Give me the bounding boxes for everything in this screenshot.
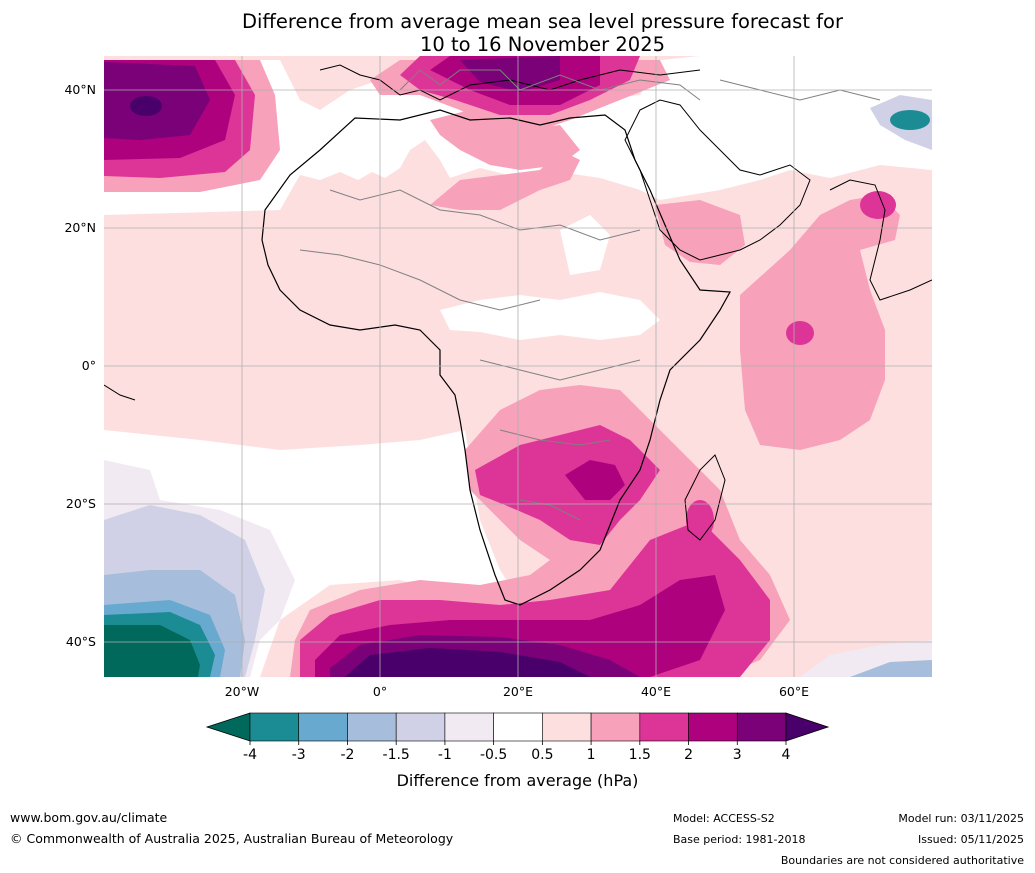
colorbar-box <box>639 712 689 742</box>
lon-label-20e: 20°E <box>503 684 533 699</box>
neutral-zone-central-africa <box>440 292 660 340</box>
anomaly-indian-ocean-core <box>786 321 814 345</box>
colorbar-tick-label: 3 <box>733 747 742 763</box>
lat-label-40s: 40°S <box>66 634 96 649</box>
colorbar-box <box>249 712 300 742</box>
europe-coastline <box>319 64 701 101</box>
lon-label-20w: 20°W <box>225 684 260 699</box>
colorbar-label: Difference from average (hPa) <box>396 771 639 790</box>
colorbar-box <box>493 712 543 742</box>
lon-label-60e: 60°E <box>779 684 809 699</box>
colorbar-tick-label: 1.5 <box>629 747 651 763</box>
colorbar-tick-label: -4 <box>243 747 257 763</box>
footer-issued: Issued: 05/11/2025 <box>917 833 1024 846</box>
anomaly-field <box>104 56 932 677</box>
anomaly-mediterranean-south <box>430 110 580 170</box>
lat-label-40n: 40°N <box>64 82 96 97</box>
arabia-coastline <box>624 99 811 261</box>
footer-copyright: © Commonwealth of Australia 2025, Austra… <box>10 831 454 846</box>
colorbar-tick-label: -2 <box>340 747 354 763</box>
colorbar-tick-label: -1 <box>438 747 452 763</box>
lat-label-0: 0° <box>82 358 96 373</box>
colorbar-box <box>736 712 787 742</box>
lon-label-40e: 40°E <box>641 684 671 699</box>
colorbar: -4 -3 -2 -1.5 -1 -0.5 0.5 1 1.5 2 3 4 <box>205 712 830 763</box>
colorbar-box <box>542 712 592 742</box>
lon-label-0: 0° <box>373 684 387 699</box>
anomaly-southern-max <box>345 648 590 677</box>
country-borders <box>299 189 641 521</box>
anomaly-atlantic-max <box>130 96 162 116</box>
lat-label-20n: 20°N <box>64 220 96 235</box>
anomaly-himalaya-core <box>890 110 930 130</box>
africa-coastline <box>261 109 731 606</box>
india-coastline <box>829 179 932 301</box>
anomaly-arabia <box>655 200 745 265</box>
madagascar-coastline <box>684 454 726 541</box>
chart-title-line2: 10 to 16 November 2025 <box>419 33 666 56</box>
longitude-labels: 20°W 0° 20°E 40°E 60°E <box>225 684 809 699</box>
anomaly-zambia-core <box>565 460 625 500</box>
anomaly-indian-ocean <box>740 195 900 450</box>
colorbar-tick-label: 2 <box>684 747 693 763</box>
anomaly-south-atlantic-min <box>104 625 200 677</box>
graticule <box>104 56 932 677</box>
south-america-coastline <box>104 384 136 401</box>
colorbar-box <box>688 712 738 742</box>
footer-url[interactable]: www.bom.gov.au/climate <box>10 810 168 825</box>
footer-base-period: Base period: 1981-2018 <box>673 833 806 846</box>
colorbar-tick-label: 4 <box>782 747 791 763</box>
colorbar-box <box>298 712 348 742</box>
latitude-labels: 40°N 20°N 0° 20°S 40°S <box>64 82 96 649</box>
anomaly-sahara <box>430 150 580 210</box>
colorbar-extend-min <box>205 712 251 742</box>
colorbar-box <box>590 712 641 742</box>
anomaly-southeast-low <box>850 660 932 677</box>
footer-model: Model: ACCESS-S2 <box>673 812 775 825</box>
anomaly-bay-of-bengal <box>860 191 896 219</box>
colorbar-extend-max <box>785 712 830 742</box>
colorbar-tick-label: 1 <box>587 747 596 763</box>
chart-title-line1: Difference from average mean sea level p… <box>242 10 843 33</box>
footer-disclaimer: Boundaries are not considered authoritat… <box>780 854 1024 867</box>
lat-label-20s: 20°S <box>66 496 96 511</box>
colorbar-box <box>444 712 494 742</box>
colorbar-tick-label: -1.5 <box>383 747 410 763</box>
colorbar-tick-label: -0.5 <box>480 747 507 763</box>
colorbar-box <box>347 712 397 742</box>
footer-model-run: Model run: 03/11/2025 <box>898 812 1024 825</box>
colorbar-tick-label: -3 <box>292 747 306 763</box>
colorbar-tick-label: 0.5 <box>531 747 553 763</box>
colorbar-box <box>395 712 446 742</box>
anomaly-madagascar <box>686 500 714 540</box>
